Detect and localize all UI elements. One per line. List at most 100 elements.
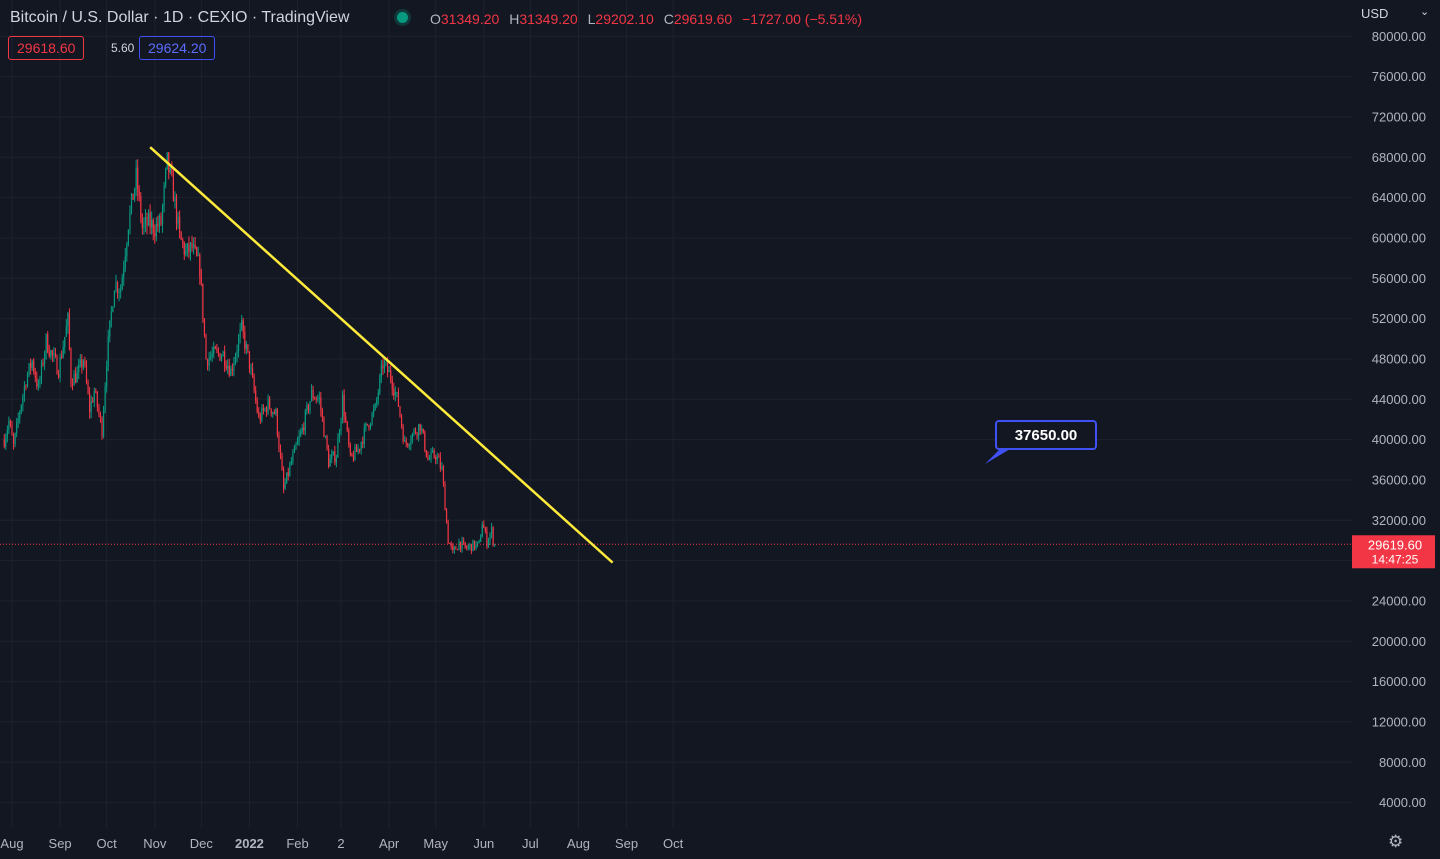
legend-separator: · [251, 9, 262, 26]
market-status-icon[interactable] [397, 12, 408, 23]
grid [0, 0, 1352, 828]
candle-down [99, 413, 102, 419]
price-callout[interactable]: 37650.00 [985, 420, 1097, 464]
candle-down [273, 412, 275, 414]
y-tick-label: 4000.00 [1379, 795, 1426, 810]
candle-up [79, 359, 81, 365]
candle-up [37, 383, 39, 387]
candle-up [28, 363, 30, 375]
candle-up [109, 320, 111, 337]
candle-down [231, 368, 233, 371]
candle-up [16, 422, 18, 434]
candle-down [84, 360, 86, 366]
candle-up [421, 428, 423, 431]
candle-down [154, 232, 156, 237]
candle-down [89, 393, 91, 413]
x-tick-label: Nov [143, 836, 167, 851]
candle-down [225, 365, 227, 369]
candle-down [141, 218, 143, 228]
candle-down [450, 543, 452, 547]
buy-price-button[interactable]: 29624.20 [139, 36, 216, 60]
candle-up [369, 424, 372, 428]
candle-down [425, 450, 427, 457]
candle-up [478, 541, 480, 543]
candle-down [483, 524, 485, 528]
candle-up [211, 353, 213, 357]
candle-down [359, 449, 361, 451]
candle-up [129, 210, 131, 230]
candle-up [310, 389, 313, 402]
time-axis[interactable]: Aug Sep Oct Nov Dec 2022 Feb 2 Apr May Jun Jul Aug Se… [0, 836, 683, 851]
candle-up [436, 456, 438, 460]
interval[interactable]: 1D [162, 9, 184, 26]
candle-down [470, 544, 472, 552]
candle-up [290, 461, 292, 465]
y-tick-label: 16000.00 [1372, 674, 1426, 689]
symbol-name[interactable]: Bitcoin / U.S. Dollar [10, 9, 149, 26]
candle-up [124, 256, 126, 268]
candle-up [275, 409, 277, 414]
candle-up [318, 397, 320, 399]
candle-up [335, 457, 337, 463]
candle-down [276, 409, 278, 436]
candle-up [120, 289, 122, 293]
gear-icon[interactable]: ⚙ [1388, 832, 1404, 851]
candle-up [73, 373, 75, 386]
sell-price-button[interactable]: 29618.60 [8, 36, 85, 60]
candle-up [477, 541, 479, 544]
candle-down [424, 432, 426, 451]
candle-up [467, 546, 469, 549]
candle-up [441, 466, 443, 469]
candle-up [134, 188, 136, 200]
candle-up [43, 353, 46, 365]
y-tick-label: 40000.00 [1372, 432, 1426, 447]
x-tick-label: 2022 [235, 836, 264, 851]
candle-up [430, 452, 432, 459]
candle-down [81, 359, 83, 368]
candle-down [445, 510, 448, 522]
trend-line[interactable] [149, 146, 614, 564]
candle-up [376, 399, 378, 404]
candle-down [57, 374, 60, 378]
candle-up [380, 365, 382, 377]
candle-up [245, 344, 247, 349]
candle-down [422, 428, 424, 433]
change-value: −1727.00 (−5.51%) [742, 11, 862, 27]
candle-down [42, 362, 44, 365]
candle-down [194, 244, 196, 248]
candle-down [265, 408, 268, 413]
currency-selector[interactable]: USD [1361, 6, 1389, 21]
candle-up [237, 337, 240, 352]
candle-down [175, 196, 178, 224]
candle-up [5, 437, 7, 447]
price-axis[interactable]: 80000.00 76000.00 72000.00 68000.00 64000.00… [1372, 29, 1426, 810]
candle-up [115, 282, 117, 292]
candle-down [160, 215, 162, 225]
candle-down [203, 319, 206, 336]
candle-up [404, 440, 406, 442]
chevron-down-icon[interactable]: ⌄ [1420, 6, 1430, 18]
candle-up [324, 436, 327, 438]
candle-up [161, 205, 164, 225]
candle-up [210, 356, 212, 358]
candle-down [251, 368, 254, 377]
spread-value: 5.60 [111, 41, 135, 55]
candle-up [373, 409, 375, 414]
y-tick-label: 72000.00 [1372, 109, 1426, 124]
candle-up [306, 405, 308, 411]
candle-up [304, 410, 306, 431]
symbol-legend[interactable]: Bitcoin / U.S. Dollar · 1D · CEXIO · Tra… [10, 9, 349, 27]
y-tick-label: 76000.00 [1372, 69, 1426, 84]
candle-down [459, 541, 462, 550]
candle-up [286, 472, 288, 484]
candle-up [53, 353, 55, 356]
candle-up [50, 350, 52, 357]
ohlc-values: O31349.20 H31349.20 L29202.10 C29619.60 … [430, 11, 868, 27]
candle-up [396, 392, 398, 394]
x-tick-label: Dec [190, 836, 214, 851]
candle-up [17, 418, 19, 423]
candle-up [65, 326, 67, 337]
x-tick-label: Apr [379, 836, 400, 851]
candle-up [78, 364, 80, 373]
